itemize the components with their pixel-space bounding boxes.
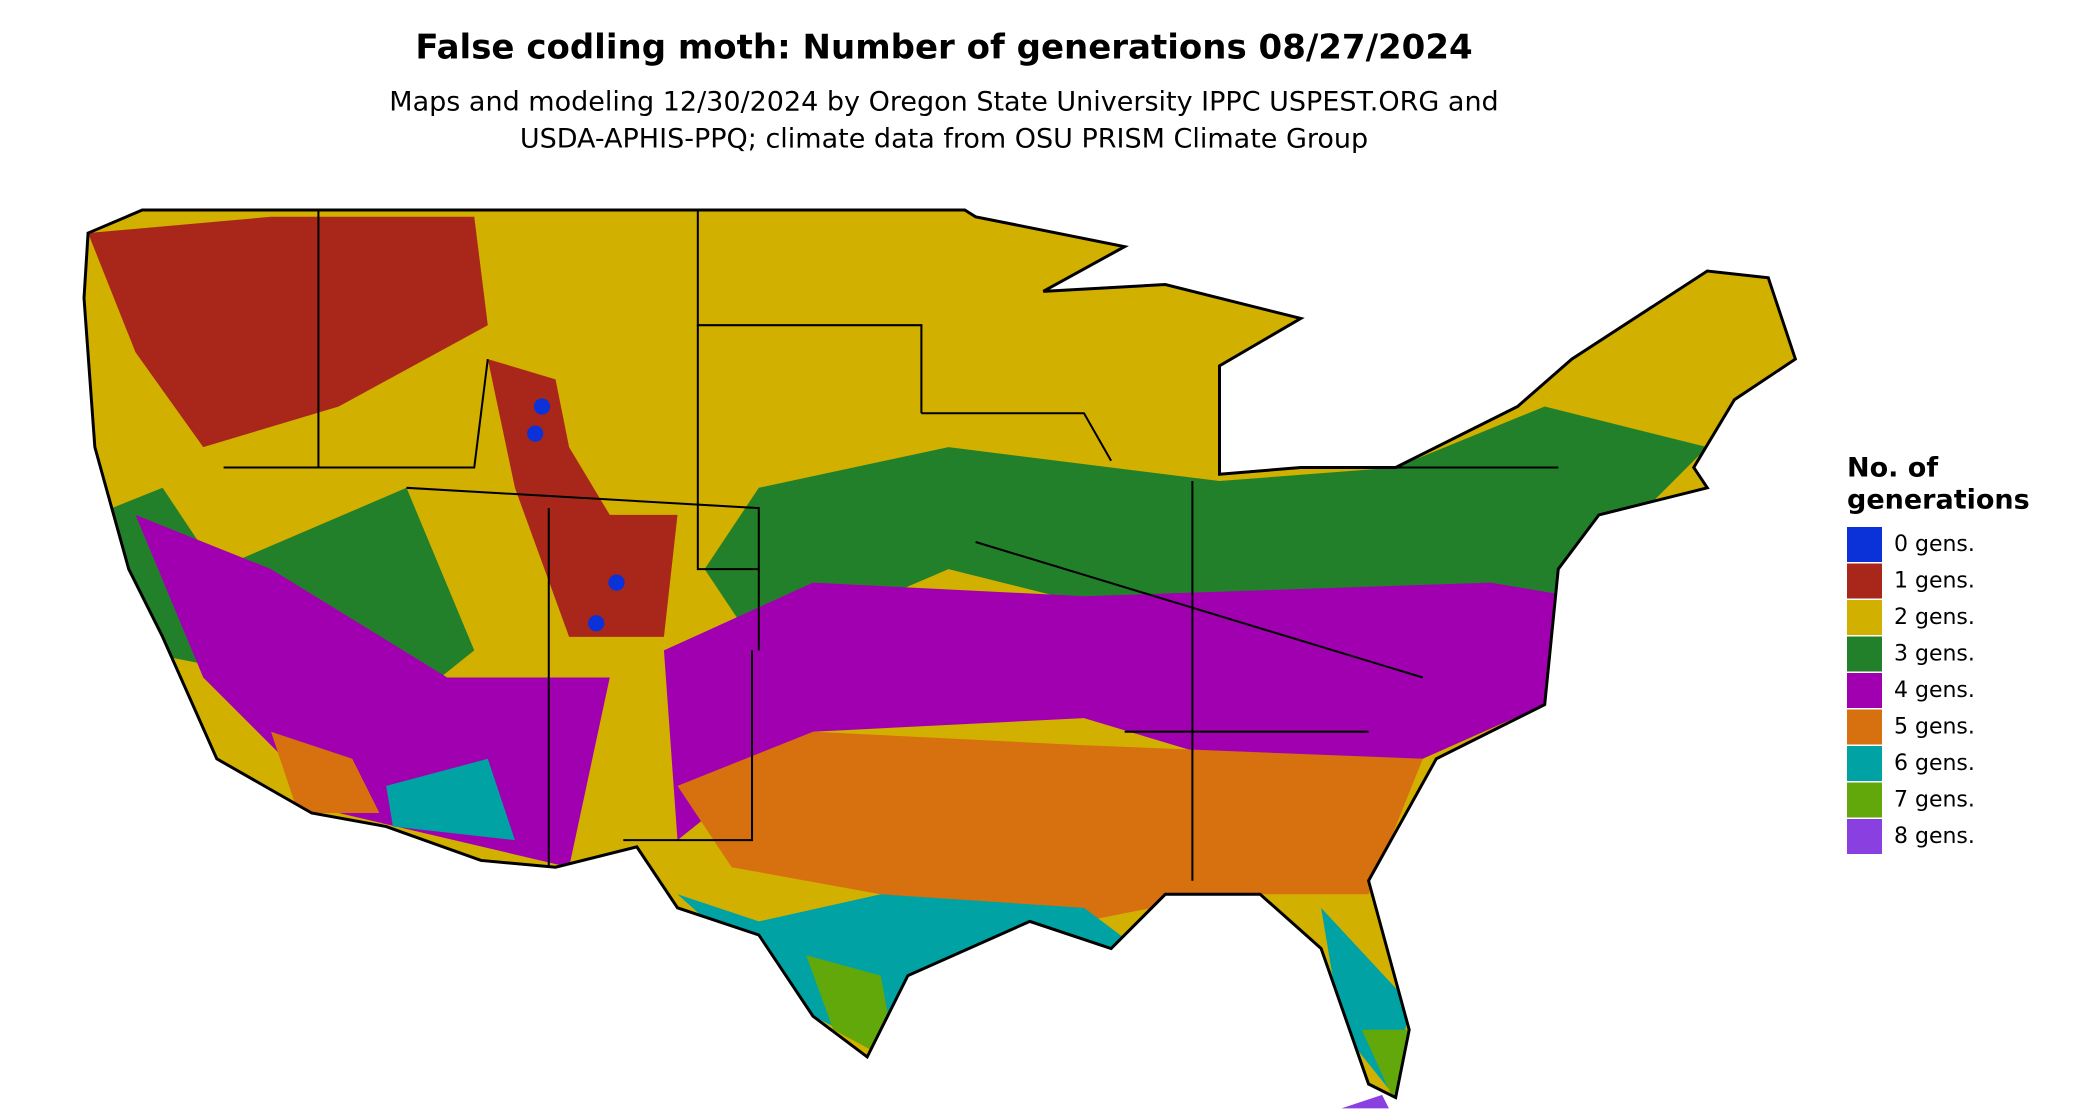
region-speck — [1341, 1094, 1389, 1109]
map-regions — [84, 210, 1796, 1098]
state-border — [921, 412, 1112, 462]
map-subtitle: Maps and modeling 12/30/2024 by Oregon S… — [389, 87, 1498, 118]
region-speck — [527, 425, 544, 442]
region — [88, 216, 488, 448]
legend-swatch — [1847, 819, 1882, 854]
legend-swatch — [1847, 746, 1882, 781]
legend-label: 6 gens. — [1894, 751, 1975, 776]
legend-swatch — [1847, 563, 1882, 599]
legend-title: generations — [1847, 485, 2030, 516]
state-border — [696, 325, 759, 571]
legend-swatch — [1847, 636, 1882, 672]
map-subtitle: USDA-APHIS-PPQ; climate data from OSU PR… — [520, 124, 1368, 155]
state-border — [975, 541, 1424, 679]
region — [663, 582, 1572, 841]
region — [386, 758, 515, 841]
state-border — [696, 210, 923, 414]
state-border — [623, 650, 754, 842]
legend-swatch — [1847, 527, 1882, 562]
map-title: False codling moth: Number of generation… — [415, 28, 1472, 68]
legend-label: 2 gens. — [1894, 605, 1975, 630]
legend-swatch — [1847, 709, 1882, 745]
legend-label: 1 gens. — [1894, 569, 1975, 594]
region — [271, 731, 380, 813]
region-speck — [588, 615, 605, 632]
legend-swatch — [1847, 673, 1882, 708]
us-map — [82, 208, 1797, 1109]
legend-swatch — [1847, 782, 1882, 818]
region-speck — [608, 574, 625, 591]
legend-label: 4 gens. — [1894, 678, 1975, 703]
region-speck — [533, 398, 551, 415]
region — [1361, 1029, 1416, 1098]
legend-swatch — [1847, 600, 1882, 635]
region — [677, 731, 1423, 922]
region — [806, 955, 898, 1064]
legend-label: 7 gens. — [1894, 788, 1975, 813]
legend-label: 0 gens. — [1894, 532, 1975, 557]
legend-title: No. of — [1847, 453, 1938, 484]
state-border — [406, 486, 760, 651]
state-border — [223, 358, 489, 469]
legend-label: 8 gens. — [1894, 824, 1975, 849]
legend-label: 5 gens. — [1894, 715, 1975, 740]
legend-label: 3 gens. — [1894, 642, 1975, 667]
